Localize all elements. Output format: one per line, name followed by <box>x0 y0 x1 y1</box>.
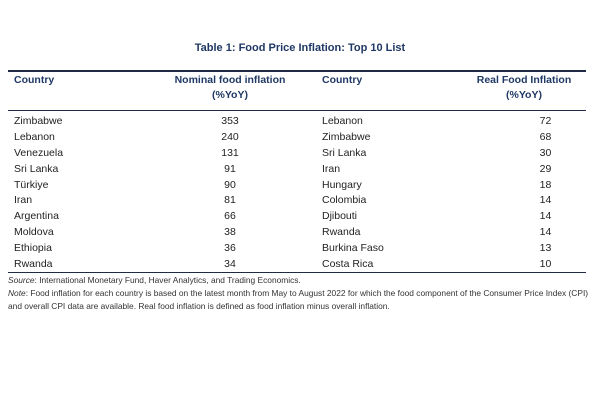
header-nominal-food-inflation: Nominal food inflation (%YoY) <box>160 73 300 103</box>
nominal-country-cell: Zimbabwe <box>14 115 63 127</box>
real-country-cell: Colombia <box>322 194 367 207</box>
source-text: : International Monetary Fund, Haver Ana… <box>34 275 301 285</box>
nominal-value-cell: 240 <box>221 130 239 143</box>
nominal-country-cell: Venezuela <box>14 146 64 159</box>
nominal-value-cell: 38 <box>224 226 236 239</box>
nominal-country-cell: Sri Lanka <box>14 162 59 175</box>
real-country-cell: Hungary <box>322 178 362 191</box>
nominal-value-cell: 36 <box>224 242 236 255</box>
real-value-cell: 14 <box>539 226 552 239</box>
header-real-line2: (%YoY) <box>506 89 542 101</box>
real-country-cell: Burkina Faso <box>322 242 384 255</box>
table-row: Rwanda 34 Costa Rica 10 <box>0 257 600 273</box>
real-country-cell: Sri Lanka <box>322 146 367 159</box>
nominal-value-cell: 34 <box>224 258 236 271</box>
nominal-country-cell: Lebanon <box>14 130 55 143</box>
real-country-cell: Iran <box>322 162 341 175</box>
header-bottom-rule <box>8 110 586 111</box>
nominal-value-cell: 131 <box>221 146 239 159</box>
real-value-cell: 14 <box>539 210 552 223</box>
header-country-real-label: Country <box>322 74 363 86</box>
nominal-value-cell: 81 <box>224 194 236 207</box>
table-row: Venezuela 131 Sri Lanka 30 <box>0 146 600 162</box>
nominal-country-cell: Türkiye <box>14 178 49 191</box>
nominal-value-cell: 66 <box>224 210 236 223</box>
table-row: Moldova 38 Rwanda 14 <box>0 225 600 241</box>
table-row: Ethiopia 36 Burkina Faso 13 <box>0 241 600 257</box>
table-row: Zimbabwe 353 Lebanon 72 <box>0 114 600 130</box>
source-label: Source <box>8 275 35 285</box>
table-row: Lebanon 240 Zimbabwe 68 <box>0 130 600 146</box>
nominal-country-cell: Argentina <box>14 210 59 223</box>
real-value-cell: 10 <box>539 258 552 271</box>
nominal-country-cell: Iran <box>14 194 33 207</box>
header-country-nominal: Country <box>14 73 54 88</box>
header-nominal-line1: Nominal food inflation <box>174 74 286 86</box>
table-row: Argentina 66 Djibouti 14 <box>0 209 600 225</box>
real-value-cell: 13 <box>539 242 552 255</box>
note-footnote: Note: Food inflation for each country is… <box>8 287 593 313</box>
real-country-cell: Lebanon <box>322 115 363 127</box>
real-value-cell: 30 <box>539 146 552 159</box>
nominal-value-cell: 353 <box>221 115 239 127</box>
table-row: Sri Lanka 91 Iran 29 <box>0 162 600 178</box>
table-row: Iran 81 Colombia 14 <box>0 193 600 209</box>
header-real-line1: Real Food Inflation <box>476 74 572 86</box>
nominal-country-cell: Rwanda <box>14 258 53 271</box>
note-label: Note <box>8 288 26 298</box>
table-body: Zimbabwe 353 Lebanon 72 Lebanon 240 Zimb… <box>0 114 600 273</box>
nominal-country-cell: Moldova <box>14 226 54 239</box>
header-country-nominal-label: Country <box>14 74 55 86</box>
note-text: : Food inflation for each country is bas… <box>8 288 589 311</box>
real-value-cell: 14 <box>539 194 552 207</box>
source-footnote: Source: International Monetary Fund, Hav… <box>8 274 593 287</box>
table-bottom-rule <box>8 272 586 273</box>
real-country-cell: Djibouti <box>322 210 358 223</box>
header-real-food-inflation: Real Food Inflation (%YoY) <box>468 73 580 103</box>
real-value-cell: 18 <box>539 178 552 191</box>
header-nominal-line2: (%YoY) <box>212 89 248 101</box>
table-row: Türkiye 90 Hungary 18 <box>0 178 600 194</box>
header-country-real: Country <box>322 73 362 88</box>
nominal-country-cell: Ethiopia <box>14 242 52 255</box>
table-title: Table 1: Food Price Inflation: Top 10 Li… <box>194 42 406 54</box>
real-value-cell: 68 <box>539 130 552 143</box>
real-country-cell: Costa Rica <box>322 258 374 271</box>
nominal-value-cell: 91 <box>224 162 236 175</box>
nominal-value-cell: 90 <box>224 178 236 191</box>
real-country-cell: Zimbabwe <box>322 130 371 143</box>
real-country-cell: Rwanda <box>322 226 361 239</box>
table-top-rule <box>8 70 586 72</box>
real-value-cell: 72 <box>539 115 552 127</box>
real-value-cell: 29 <box>539 162 552 175</box>
